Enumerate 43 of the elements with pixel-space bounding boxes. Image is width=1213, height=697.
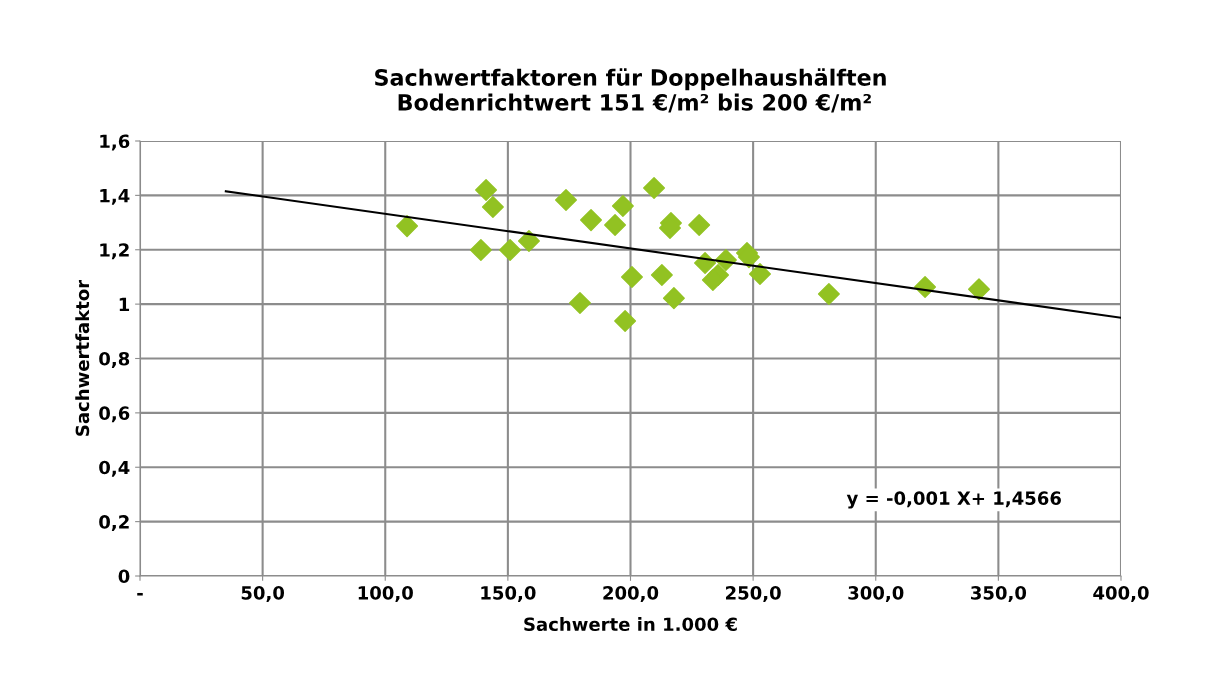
point	[475, 178, 498, 201]
point	[968, 278, 990, 301]
y-tick-label: 1,6	[100, 134, 130, 151]
y-tick-label: 0,2	[99, 515, 129, 532]
x-tick-label: 250,0	[726, 586, 781, 603]
point	[568, 292, 591, 315]
point	[396, 215, 419, 238]
x-tick-label: 150,0	[481, 586, 536, 603]
x-tick-label: 50,0	[241, 586, 285, 603]
x-tick-label: -	[137, 592, 143, 596]
annotation: y = -0,001 X+ 1,4566	[846, 491, 1061, 509]
point	[614, 309, 637, 332]
point	[650, 264, 673, 287]
x-tick-label: 350,0	[971, 586, 1027, 603]
point	[481, 196, 504, 219]
point	[499, 239, 522, 262]
y-axis-title: Sachwertfaktor	[75, 279, 90, 436]
point	[688, 214, 711, 237]
point	[555, 189, 577, 211]
x-axis-title: Sachwerte in 1.000 €	[524, 617, 737, 632]
y-tick-label: 1	[119, 297, 130, 311]
point	[643, 177, 666, 200]
point	[662, 287, 685, 310]
y-tick-label: 0,8	[99, 351, 130, 368]
chart-title: Sachwertfaktoren für Doppelhaushälften Bodenrichtwert 151 €/m² bis 200 €/m²	[375, 68, 886, 113]
y-tick-label: 1,4	[100, 189, 130, 205]
y-tick-label: 0,4	[99, 460, 130, 477]
point	[517, 230, 540, 253]
x-tick-label: 100,0	[358, 586, 413, 603]
x-tick-label: 300,0	[848, 586, 904, 603]
point	[580, 209, 603, 232]
point	[611, 194, 634, 217]
y-tick-label: 1,2	[100, 243, 129, 260]
point	[620, 265, 643, 288]
point	[604, 214, 627, 237]
point	[748, 262, 771, 285]
x-tick-label: 200,0	[603, 586, 659, 603]
point	[701, 268, 724, 291]
point	[469, 239, 492, 262]
point	[817, 283, 840, 306]
y-tick-label: 0,6	[99, 406, 130, 423]
y-tick-label: 0	[118, 569, 130, 584]
x-tick-label: 400,0	[1093, 586, 1149, 603]
